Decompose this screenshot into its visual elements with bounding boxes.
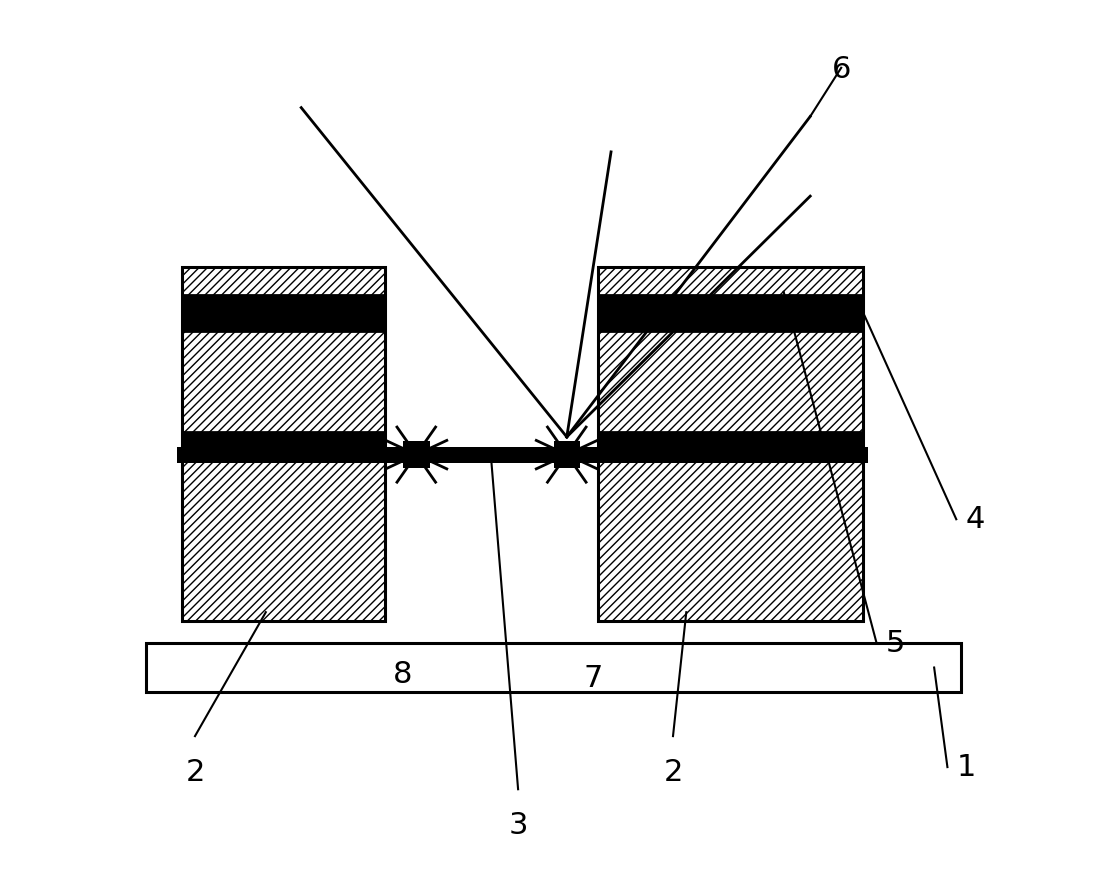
- Text: 4: 4: [965, 504, 984, 534]
- Bar: [554, 441, 580, 468]
- Text: 5: 5: [886, 629, 904, 658]
- Bar: [598, 296, 863, 330]
- Bar: [182, 330, 385, 432]
- Bar: [403, 441, 430, 468]
- Bar: [182, 432, 385, 455]
- Bar: [182, 296, 385, 330]
- Bar: [182, 455, 385, 621]
- Text: 3: 3: [508, 812, 528, 840]
- Text: 1: 1: [956, 753, 975, 781]
- Text: 7: 7: [583, 664, 603, 693]
- Bar: [598, 432, 863, 455]
- Text: 2: 2: [663, 758, 683, 788]
- Text: 6: 6: [831, 54, 851, 83]
- Text: 2: 2: [185, 758, 205, 788]
- Bar: [598, 267, 863, 296]
- Bar: [598, 455, 863, 621]
- Bar: [182, 267, 385, 296]
- Bar: [598, 267, 863, 621]
- Bar: [182, 267, 385, 621]
- Bar: [146, 643, 961, 692]
- Bar: [177, 447, 868, 463]
- Bar: [598, 330, 863, 432]
- Text: 8: 8: [393, 660, 413, 689]
